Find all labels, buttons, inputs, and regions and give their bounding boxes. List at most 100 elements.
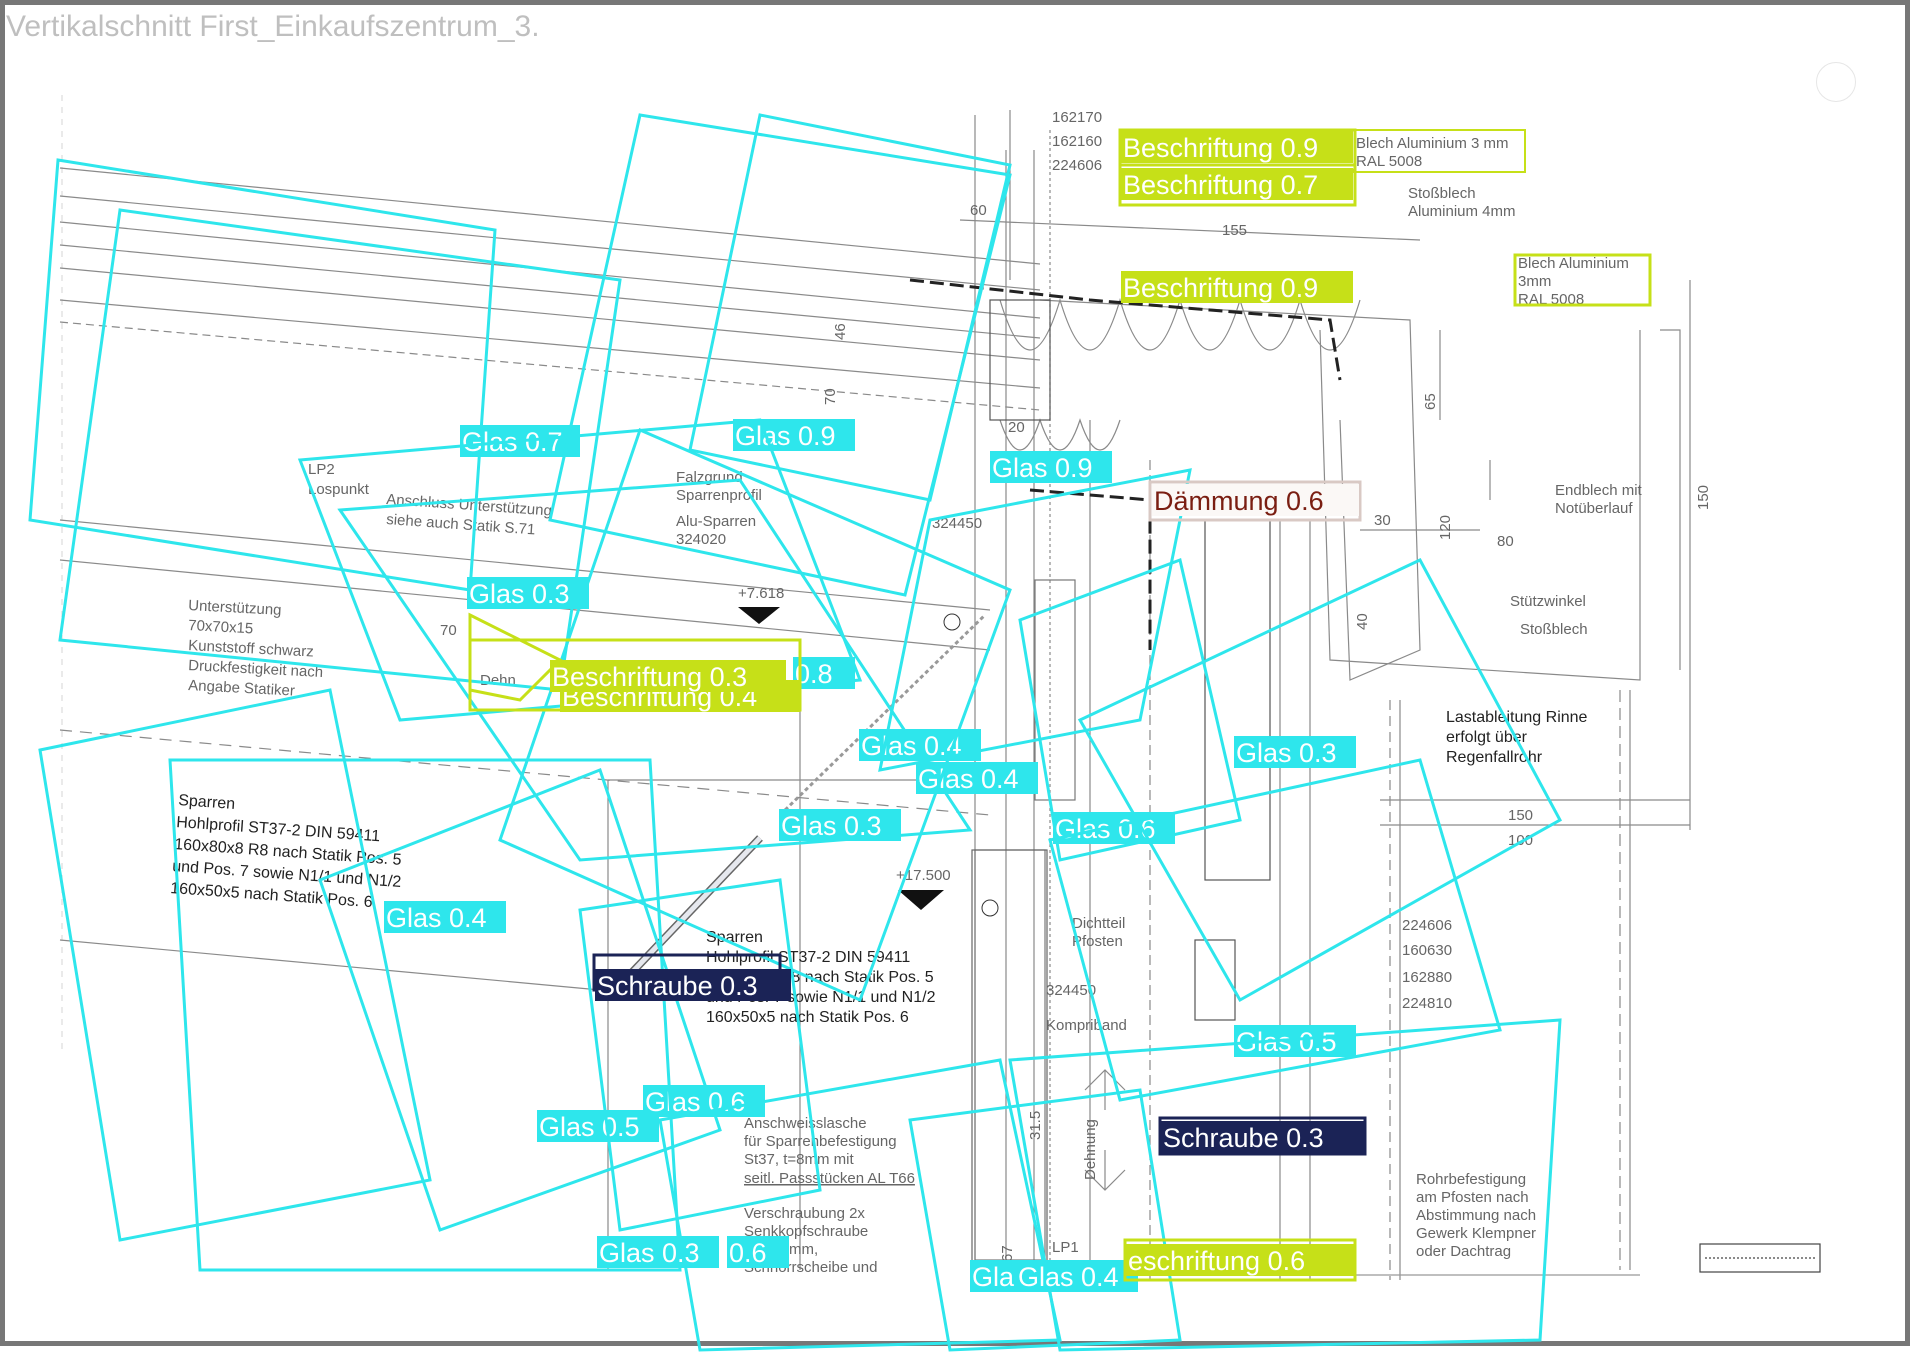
dim-80: 80 xyxy=(1497,533,1514,550)
annotation-label-glas: Glas 0.3 xyxy=(781,811,882,841)
corner-ring-icon xyxy=(1816,62,1856,102)
annotation-label-bg xyxy=(1126,1244,1354,1276)
annotation-label-glas: Glas 0.5 xyxy=(539,1112,640,1142)
annotation-label-bg xyxy=(595,969,791,1001)
annotation-label-bg xyxy=(384,901,506,933)
annotation-label-glas: Glas 0.6 xyxy=(645,1087,746,1117)
annotation-label-glas: Gla xyxy=(972,1262,1015,1292)
annotation-label-glas: Glas 0.4 xyxy=(386,903,487,933)
annotation-label-beschriftung: Beschriftung 0.9 xyxy=(1123,133,1318,163)
rohrbefestigung-3: Abstimmung nach xyxy=(1416,1207,1536,1224)
annotation-outline-glas xyxy=(498,427,1012,1003)
endblech-1: Endblech mit xyxy=(1555,482,1643,499)
dim-162160: 162160 xyxy=(1052,133,1102,150)
annotation-outline-glas xyxy=(297,418,863,722)
blech-top-2: RAL 5008 xyxy=(1356,153,1422,170)
annotation-label-glas: Glas 0.3 xyxy=(469,579,570,609)
annotation-label-schraube: Schraube 0.3 xyxy=(1163,1123,1324,1153)
unterstuetzung-1: Unterstützung xyxy=(188,597,282,619)
annotation-outline-beschriftung xyxy=(468,612,563,702)
annotation-box xyxy=(1514,254,1651,306)
annotation-outline-glas xyxy=(548,113,1012,597)
dim-70b: 70 xyxy=(440,622,457,639)
verschraubung-1: Verschraubung 2x xyxy=(744,1205,865,1222)
stossblech-top-1: Stoßblech xyxy=(1408,185,1476,202)
dim-70a: 70 xyxy=(822,388,839,405)
annotation-label-bg xyxy=(597,1236,719,1268)
rohrbefestigung-1: Rohrbefestigung xyxy=(1416,1171,1526,1188)
dim-67: 67 xyxy=(999,1245,1016,1262)
blech-right-2: 3mm xyxy=(1518,273,1551,290)
lp2-2: Lospunkt xyxy=(308,481,370,498)
dim-30: 30 xyxy=(1374,512,1391,529)
anschweiss-2: für Sparrenbefestigung xyxy=(744,1133,897,1150)
dim-224810: 224810 xyxy=(1402,995,1452,1012)
annotation-label-daemmung: Dämmung 0.6 xyxy=(1154,486,1324,516)
annotation-label-bg xyxy=(990,451,1112,483)
lastableitung-3: Regenfallrohr xyxy=(1446,749,1543,766)
annotation-label-bg xyxy=(727,1236,789,1268)
stuetzwinkel: Stützwinkel xyxy=(1510,593,1586,610)
annotation-label-beschriftung: Beschriftung 0.9 xyxy=(1123,273,1318,303)
dim-46: 46 xyxy=(832,323,849,340)
dim-162880: 162880 xyxy=(1402,969,1452,986)
blech-top-1: Blech Aluminium 3 mm xyxy=(1356,135,1509,152)
anschweiss-1: Anschweisslasche xyxy=(744,1115,867,1132)
view-title: Vertikalschnitt First_Einkaufszentrum_3. xyxy=(6,10,540,43)
annotation-label-bg xyxy=(550,660,786,692)
annotation-outline-glas xyxy=(168,758,682,1272)
verschraubung-2: Senkkopfschraube xyxy=(744,1223,868,1240)
annotation-label-bg xyxy=(970,1260,1020,1292)
annotation-label-bg xyxy=(1121,131,1353,163)
dim-162170: 162170 xyxy=(1052,109,1102,126)
dichtteil-1: Dichtteil xyxy=(1072,915,1125,932)
lastableitung-2: erfolgt über xyxy=(1446,729,1528,746)
annotation-label-glas: 0.6 xyxy=(729,1238,767,1268)
annotation-label-bg xyxy=(467,577,589,609)
endblech-2: Notüberlauf xyxy=(1555,500,1633,517)
annotation-outline-glas xyxy=(578,878,822,1232)
annotation-outline-glas xyxy=(1048,758,1502,1102)
annotation-label-glas: Glas 0.4 xyxy=(861,731,962,761)
dim-150: 150 xyxy=(1508,807,1533,824)
stossblech-top-2: Aluminium 4mm xyxy=(1408,203,1516,220)
dim-60: 60 xyxy=(970,202,987,219)
rohrbefestigung-4: Gewerk Klempner xyxy=(1416,1225,1536,1242)
rohrbefestigung-2: am Pfosten nach xyxy=(1416,1189,1529,1206)
annotation-label-beschriftung: Beschriftung 0.3 xyxy=(552,662,747,692)
dim-20: 20 xyxy=(1008,419,1025,436)
annotation-label-bg xyxy=(1016,1260,1138,1292)
annotation-outline-glas xyxy=(908,1088,1182,1352)
annotation-label-bg xyxy=(793,657,855,689)
annotation-label-bg xyxy=(733,419,855,451)
annotation-outline-daemmung xyxy=(1148,480,1362,522)
annotation-outline-glas xyxy=(318,768,722,1232)
annotation-outline-schraube xyxy=(1158,1116,1367,1156)
annotation-outline-glas xyxy=(38,688,432,1242)
unterstuetzung-2: 70x70x15 xyxy=(188,617,254,637)
dim-40: 40 xyxy=(1354,613,1371,630)
annotation-outline-glas xyxy=(1018,557,1242,862)
annotation-label-bg xyxy=(1152,484,1359,516)
level-7618: +7.618 xyxy=(738,585,784,602)
annotation-label-bg xyxy=(1121,168,1353,200)
annotation-label-bg xyxy=(1121,271,1353,303)
dim-224606-right: 224606 xyxy=(1402,917,1452,934)
level-17500: +17.500 xyxy=(896,867,951,884)
annotation-outline-glas xyxy=(878,468,1192,772)
annotation-label-glas: Glas 0.9 xyxy=(735,421,836,451)
dim-315: 31.5 xyxy=(1027,1111,1044,1140)
lastableitung-1: Lastableitung Rinne xyxy=(1446,709,1588,726)
annotation-outline-beschriftung xyxy=(1118,163,1357,207)
anschweiss-4: seitl. Passstücken AL T66 xyxy=(744,1170,915,1187)
blech-right-1: Blech Aluminium xyxy=(1518,255,1629,272)
kompriband: Kompriband xyxy=(1046,1017,1127,1034)
lp1: LP1 xyxy=(1052,1239,1079,1256)
dim-160630: 160630 xyxy=(1402,942,1452,959)
annotation-label-glas: Glas 0.3 xyxy=(1236,738,1337,768)
dehnung: Dehnung xyxy=(1082,1119,1099,1180)
annotation-outline-glas xyxy=(658,1058,1062,1352)
sparren2-1: Sparren xyxy=(706,929,763,946)
